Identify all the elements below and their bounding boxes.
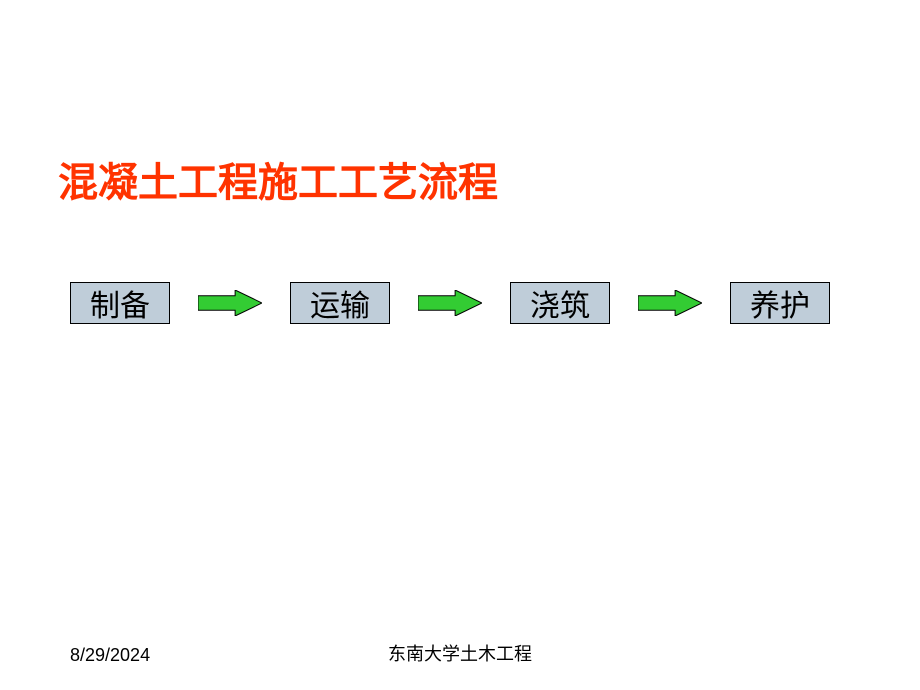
footer-center: 东南大学土木工程 [388,640,532,666]
slide-title: 混凝土工程施工工艺流程 [58,150,498,208]
flow-arrow-0 [170,290,290,316]
slide: 混凝土工程施工工艺流程 制备 运输 浇筑 养护 8/29/2024 东南大学土木工程 [0,0,920,690]
arrow-right-icon [638,290,702,316]
flow-node-2: 浇筑 [510,282,610,324]
flow-arrow-1 [390,290,510,316]
flow-arrow-2 [610,290,730,316]
flow-node-3: 养护 [730,282,830,324]
flow-node-0: 制备 [70,282,170,324]
arrow-right-icon [198,290,262,316]
arrow-right-icon [418,290,482,316]
flow-row: 制备 运输 浇筑 养护 [70,282,830,324]
flow-node-1: 运输 [290,282,390,324]
footer-date: 8/29/2024 [70,645,150,666]
